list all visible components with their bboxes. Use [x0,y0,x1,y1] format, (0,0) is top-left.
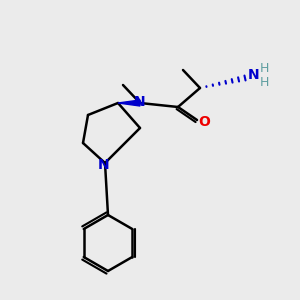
Text: N: N [248,68,260,82]
Text: H: H [259,76,269,88]
Polygon shape [118,100,140,106]
Text: O: O [198,115,210,129]
Text: N: N [134,95,146,109]
Text: N: N [98,158,110,172]
Text: H: H [259,62,269,76]
